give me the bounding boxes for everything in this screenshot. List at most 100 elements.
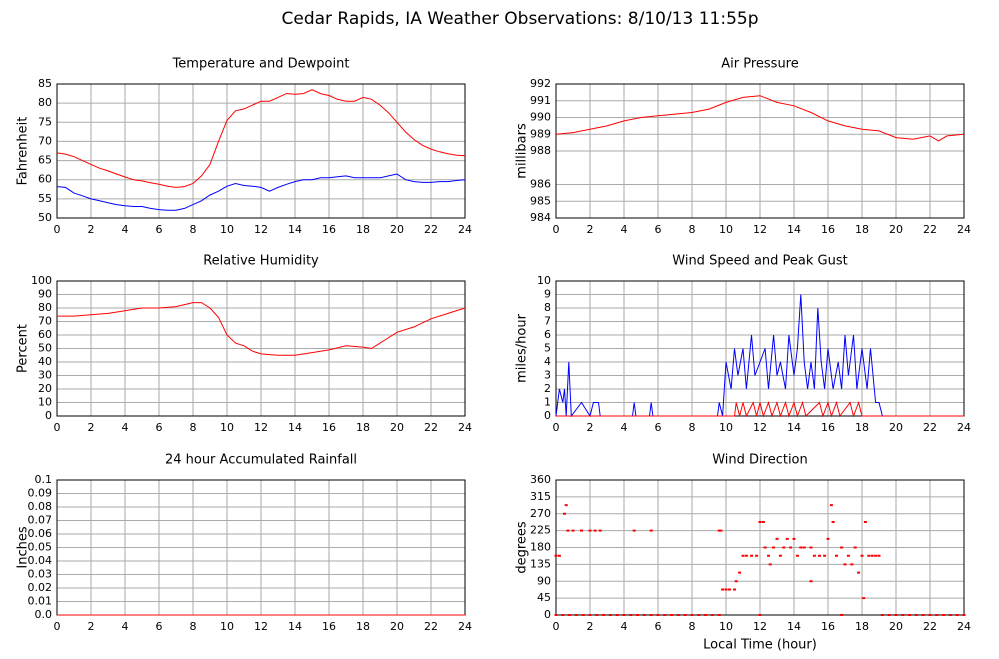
y-tick-label: 75 bbox=[38, 115, 52, 128]
data-point bbox=[775, 537, 779, 540]
plot-frame bbox=[56, 280, 466, 417]
data-point bbox=[557, 554, 561, 557]
x-tick-label: 24 bbox=[458, 223, 472, 236]
y-tick-label: 0.1 bbox=[35, 473, 53, 486]
x-tick-label: 8 bbox=[689, 421, 696, 434]
y-axis-label: Inches bbox=[16, 526, 31, 568]
y-tick-label: 0 bbox=[544, 608, 551, 621]
x-tick-label: 6 bbox=[156, 421, 163, 434]
x-tick-label: 22 bbox=[424, 223, 438, 236]
x-tick-label: 6 bbox=[655, 620, 662, 633]
data-point bbox=[690, 614, 694, 616]
x-tick-label: 2 bbox=[587, 421, 594, 434]
data-point bbox=[636, 614, 640, 616]
y-tick-label: 30 bbox=[38, 369, 52, 382]
data-point bbox=[761, 521, 765, 523]
x-tick-label: 6 bbox=[655, 223, 662, 236]
chart-title: 24 hour Accumulated Rainfall bbox=[165, 453, 357, 468]
y-tick-label: 10 bbox=[537, 274, 551, 287]
data-point bbox=[826, 537, 830, 540]
y-tick-label: 70 bbox=[38, 134, 52, 147]
y-tick-label: 65 bbox=[38, 154, 52, 167]
y-tick-label: 40 bbox=[38, 355, 52, 368]
data-point bbox=[863, 521, 867, 523]
y-tick-label: 55 bbox=[38, 192, 52, 205]
data-point bbox=[802, 546, 806, 549]
y-tick-label: 0.09 bbox=[28, 487, 53, 500]
x-tick-label: 0 bbox=[553, 620, 560, 633]
y-tick-label: 986 bbox=[530, 178, 551, 191]
y-tick-label: 991 bbox=[530, 94, 551, 107]
data-point bbox=[717, 614, 721, 616]
x-tick-label: 6 bbox=[156, 223, 163, 236]
data-point bbox=[758, 614, 762, 616]
x-tick-label: 0 bbox=[553, 421, 560, 434]
x-tick-label: 22 bbox=[923, 223, 937, 236]
plot-frame bbox=[56, 83, 466, 219]
data-point bbox=[840, 546, 844, 549]
x-tick-label: 2 bbox=[587, 620, 594, 633]
x-tick-label: 8 bbox=[190, 223, 197, 236]
x-tick-label: 8 bbox=[190, 421, 197, 434]
data-point bbox=[593, 529, 597, 532]
data-point bbox=[615, 614, 619, 616]
y-tick-label: 0.04 bbox=[28, 554, 53, 567]
x-tick-label: 10 bbox=[719, 223, 733, 236]
data-point bbox=[571, 529, 575, 532]
data-point bbox=[908, 614, 912, 616]
data-point bbox=[877, 554, 881, 557]
y-axis-label: Fahrenheit bbox=[16, 117, 31, 186]
data-point bbox=[962, 614, 966, 616]
data-point bbox=[955, 614, 959, 616]
data-point bbox=[561, 614, 565, 616]
data-point bbox=[554, 554, 558, 557]
y-tick-label: 8 bbox=[544, 301, 551, 314]
y-tick-label: 100 bbox=[31, 274, 52, 287]
data-line bbox=[57, 302, 466, 356]
data-point bbox=[880, 614, 884, 616]
x-tick-label: 16 bbox=[821, 620, 835, 633]
data-point bbox=[831, 521, 835, 523]
data-point bbox=[642, 614, 646, 616]
chart-title: Relative Humidity bbox=[203, 254, 319, 269]
y-tick-label: 0.05 bbox=[28, 541, 53, 554]
chart-title: Wind Speed and Peak Gust bbox=[672, 254, 847, 269]
y-axis-label: degrees bbox=[515, 521, 530, 574]
data-point bbox=[874, 554, 878, 557]
x-tick-label: 6 bbox=[655, 421, 662, 434]
x-tick-label: 10 bbox=[220, 421, 234, 434]
x-tick-label: 20 bbox=[390, 421, 404, 434]
x-tick-label: 18 bbox=[356, 421, 370, 434]
x-tick-label: 0 bbox=[54, 620, 61, 633]
data-line bbox=[56, 89, 466, 188]
x-tick-label: 22 bbox=[424, 421, 438, 434]
chart-title: Wind Direction bbox=[712, 453, 808, 468]
data-point bbox=[727, 588, 731, 591]
x-tick-label: 24 bbox=[458, 620, 472, 633]
data-point bbox=[568, 614, 572, 616]
data-point bbox=[928, 614, 932, 616]
x-tick-label: 24 bbox=[458, 421, 472, 434]
data-point bbox=[870, 554, 874, 557]
data-point bbox=[656, 614, 660, 616]
x-tick-label: 16 bbox=[322, 620, 336, 633]
data-point bbox=[598, 529, 602, 532]
x-tick-label: 14 bbox=[787, 620, 801, 633]
x-tick-label: 4 bbox=[621, 421, 628, 434]
y-tick-label: 0 bbox=[544, 409, 551, 422]
x-tick-label: 4 bbox=[122, 620, 129, 633]
x-tick-label: 12 bbox=[254, 620, 268, 633]
data-point bbox=[795, 554, 799, 557]
y-tick-label: 0.01 bbox=[28, 595, 53, 608]
x-tick-label: 12 bbox=[254, 421, 268, 434]
data-point bbox=[608, 614, 612, 616]
data-point bbox=[829, 504, 833, 507]
data-point bbox=[843, 563, 847, 566]
data-point bbox=[563, 512, 566, 515]
y-tick-label: 80 bbox=[38, 301, 52, 314]
y-tick-label: 360 bbox=[530, 473, 551, 486]
data-point bbox=[733, 588, 736, 591]
data-point bbox=[809, 546, 813, 549]
x-tick-label: 12 bbox=[753, 620, 767, 633]
y-tick-label: 6 bbox=[544, 328, 551, 341]
